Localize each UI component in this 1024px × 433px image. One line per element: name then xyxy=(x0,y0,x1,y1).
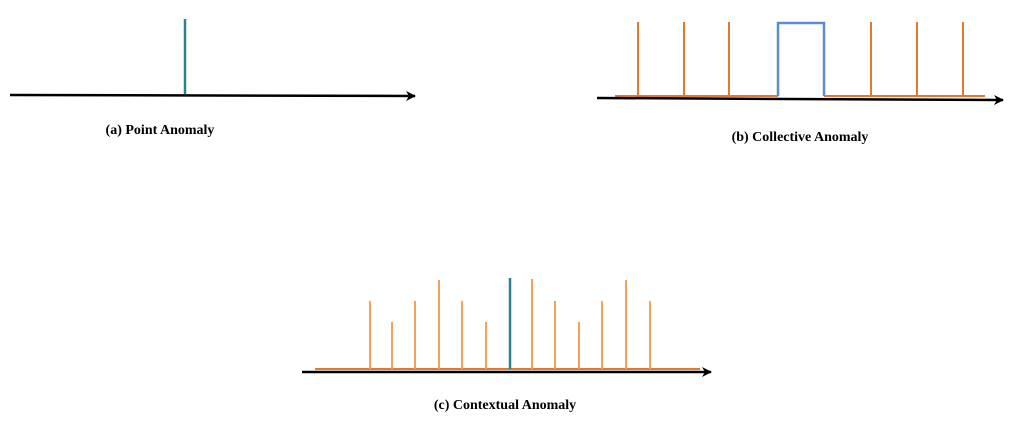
caption: (a) Point Anomaly xyxy=(106,123,215,138)
contextual-anomaly-panel: (c) Contextual Anomaly xyxy=(302,278,712,413)
caption: (b) Collective Anomaly xyxy=(732,130,869,145)
caption: (c) Contextual Anomaly xyxy=(434,398,576,413)
collective-anomaly-panel: (b) Collective Anomaly xyxy=(596,21,1004,145)
time-axis xyxy=(596,94,1004,105)
point-anomaly-panel: (a) Point Anomaly xyxy=(9,19,416,138)
time-axis xyxy=(9,90,416,101)
anomaly-block xyxy=(776,21,826,96)
